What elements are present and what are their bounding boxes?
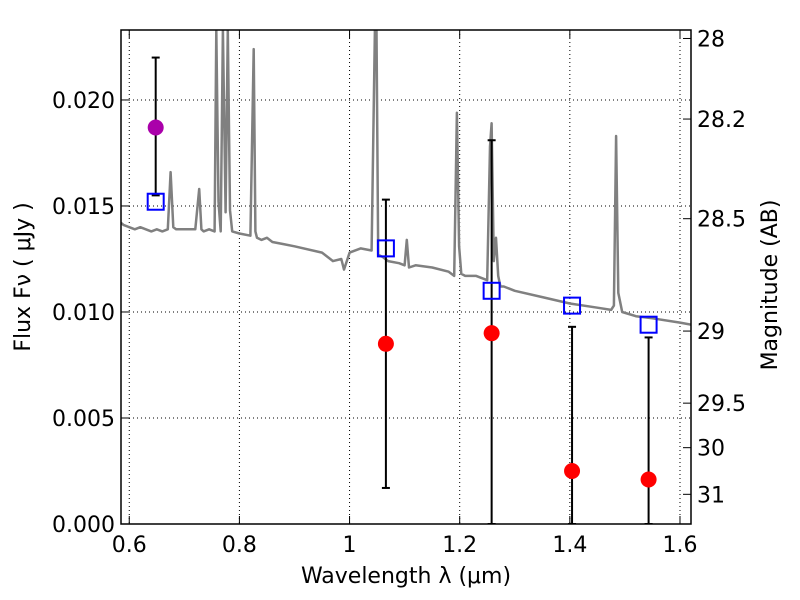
observed-point [564,462,581,479]
y2-tick-label: 28.2 [697,108,746,133]
y-tick-label: 0.015 [52,195,115,220]
observed-point [640,471,657,488]
error-bar [568,325,577,524]
y-tick-label: 0.010 [52,301,115,326]
model-photometry-point [563,296,582,315]
y2-tick-label: 28 [697,27,725,52]
y2-axis-label: Magnitude (AB) [758,200,783,371]
plot-area [121,30,691,524]
x-tick-label: 1 [343,533,357,558]
model-photometry-point [376,239,395,258]
y-tick-label: 0.005 [52,407,115,432]
x-tick-label: 0.6 [112,533,147,558]
y-tick-label: 0.000 [52,513,115,538]
observed-point [377,335,394,352]
model-spectrum-line [121,30,691,326]
grid [121,30,691,525]
y2-tick-label: 29 [697,320,725,345]
plot-frame [120,29,692,525]
ticks [121,30,691,525]
observed-point [147,119,164,136]
x-tick-label: 0.8 [222,533,257,558]
x-axis-label: Wavelength λ (μm) [301,564,511,589]
x-tick-label: 1.2 [442,533,477,558]
y2-tick-label: 28.5 [697,208,746,233]
model-photometry-point [639,315,658,334]
x-tick-label: 1.6 [662,533,697,558]
model-photometry-point [146,192,165,211]
y2-tick-label: 31 [697,483,725,508]
y-tick-label: 0.020 [52,89,115,114]
observed-point [483,325,500,342]
y-axis-label: Flux Fν ( μJy ) [11,202,36,351]
y2-tick-label: 29.5 [697,392,746,417]
model-photometry-point [482,281,501,300]
error-bar [644,336,653,524]
x-tick-label: 1.4 [552,533,587,558]
y2-tick-label: 30 [697,437,725,462]
